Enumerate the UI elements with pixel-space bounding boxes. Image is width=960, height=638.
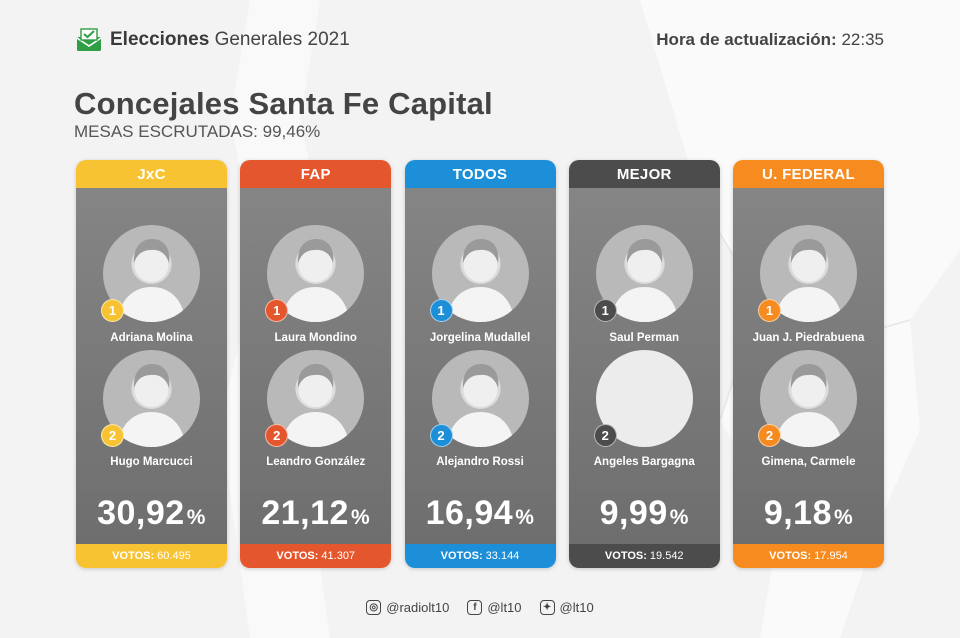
facebook-icon: f <box>467 600 483 615</box>
party-name: U. FEDERAL <box>733 160 884 188</box>
percentage-sign: % <box>669 506 689 529</box>
votes-footer: VOTOS: 19.542 <box>568 544 720 568</box>
card-body: 1 Saul Perman 2 Angeles Bargagna 9,99% <box>568 188 720 544</box>
vote-percentage: 30,92% <box>76 494 227 533</box>
social-handle: @radiolt10 <box>386 600 450 615</box>
candidate-rank-badge: 1 <box>429 299 453 322</box>
candidate-photo <box>431 350 529 447</box>
card-body: 1 Laura Mondino 2 Leandro González 21,12% <box>240 188 392 544</box>
update-value: 22:35 <box>841 30 884 49</box>
vote-percentage: 21,12% <box>240 494 391 533</box>
votes-label: VOTOS: <box>276 550 319 562</box>
votes-label: VOTOS: <box>440 550 483 562</box>
candidate-rank-badge: 1 <box>265 299 289 322</box>
votes-footer: VOTOS: 17.954 <box>733 544 884 568</box>
votes-label: VOTOS: <box>112 550 155 562</box>
social-link[interactable]: ◎ @radiolt10 <box>366 600 449 615</box>
brand-bold: Elecciones <box>110 29 210 50</box>
ballot-envelope-icon <box>76 28 102 51</box>
candidate-name: Juan J. Piedrabuena <box>752 332 865 344</box>
party-card: U. FEDERAL 1 Juan J. Piedrabuena 2 Gimena, C… <box>733 160 884 568</box>
party-name: FAP <box>240 160 392 188</box>
card-body: 1 Jorgelina Mudallel 2 Alejandro Rossi 16,94… <box>404 188 556 544</box>
candidate-rank-badge: 2 <box>758 424 781 447</box>
percentage-sign: % <box>350 506 371 529</box>
candidate-rank-badge: 2 <box>429 424 453 447</box>
party-name: JxC <box>76 160 227 188</box>
candidate-rank-badge: 1 <box>758 299 781 322</box>
party-card: TODOS 1 Jorgelina Mudallel 2 Alejandro Rossi… <box>404 160 556 568</box>
social-handle: @lt10 <box>487 600 522 615</box>
brand-rest: Generales 2021 <box>214 29 350 50</box>
candidate-name: Adriana Molina <box>110 332 193 344</box>
votes-count: 41.307 <box>321 550 356 562</box>
percentage-value: 21,12 <box>261 494 349 532</box>
candidate-name: Hugo Marcucci <box>110 456 193 468</box>
page-subtitle: MESAS ESCRUTADAS: 99,46% <box>74 122 321 141</box>
votes-footer: VOTOS: 60.495 <box>76 544 227 568</box>
percentage-value: 30,92 <box>97 494 185 532</box>
votes-footer: VOTOS: 41.307 <box>240 544 392 568</box>
votes-count: 17.954 <box>814 550 848 562</box>
card-body: 1 Juan J. Piedrabuena 2 Gimena, Carmele 9,18… <box>733 188 884 544</box>
candidate-photo <box>103 225 200 322</box>
votes-count: 33.144 <box>485 550 520 562</box>
candidate-name: Angeles Bargagna <box>593 456 695 468</box>
party-card: MEJOR 1 Saul Perman 2 Angeles Bargagna 9,99% V… <box>568 160 720 568</box>
candidate-rank-badge: 2 <box>101 424 124 447</box>
candidate-rank-badge: 2 <box>593 424 617 447</box>
page-title: Concejales Santa Fe Capital <box>74 86 493 121</box>
percentage-sign: % <box>834 506 854 529</box>
percentage-value: 9,18 <box>763 494 832 532</box>
candidate-name: Jorgelina Mudallel <box>429 332 531 344</box>
candidate-name: Alejandro Rossi <box>436 456 524 468</box>
votes-label: VOTOS: <box>769 550 812 562</box>
candidate-name: Leandro González <box>266 456 366 468</box>
social-handle: @lt10 <box>559 600 594 615</box>
votes-footer: VOTOS: 33.144 <box>404 544 556 568</box>
vote-percentage: 9,18% <box>733 494 884 533</box>
header: Elecciones Generales 2021 Hora de actual… <box>76 18 884 62</box>
party-cards: JxC 1 Adriana Molina 2 Hugo Marcucci 30,92% VO… <box>76 160 884 568</box>
social-bar: ◎ @radiolt10 f @lt10 ✦ @lt10 <box>0 600 960 615</box>
card-body: 1 Adriana Molina 2 Hugo Marcucci 30,92% <box>76 188 227 544</box>
update-time: Hora de actualización: 22:35 <box>656 30 884 50</box>
social-link[interactable]: f @lt10 <box>467 600 522 615</box>
update-label: Hora de actualización: <box>656 30 837 49</box>
candidate-rank-badge: 1 <box>101 299 124 322</box>
candidate-name: Laura Mondino <box>274 332 357 344</box>
percentage-sign: % <box>515 506 535 529</box>
percentage-value: 16,94 <box>425 494 514 532</box>
candidate-name: Gimena, Carmele <box>761 456 856 468</box>
percentage-sign: % <box>186 506 206 529</box>
votes-label: VOTOS: <box>604 550 647 562</box>
twitter-icon: ✦ <box>539 600 555 615</box>
candidate-rank-badge: 2 <box>265 424 289 447</box>
percentage-value: 9,99 <box>599 494 668 532</box>
votes-count: 19.542 <box>649 550 684 562</box>
instagram-icon: ◎ <box>366 600 382 615</box>
candidate-rank-badge: 1 <box>593 299 617 322</box>
candidate-name: Saul Perman <box>609 332 680 344</box>
social-link[interactable]: ✦ @lt10 <box>539 600 594 615</box>
party-card: JxC 1 Adriana Molina 2 Hugo Marcucci 30,92% VO… <box>76 160 227 568</box>
vote-percentage: 9,99% <box>569 494 720 533</box>
brand: Elecciones Generales 2021 <box>76 28 350 52</box>
party-name: MEJOR <box>568 160 720 188</box>
party-name: TODOS <box>404 160 556 188</box>
party-card: FAP 1 Laura Mondino 2 Leandro González 21,12%… <box>240 160 392 568</box>
vote-percentage: 16,94% <box>405 494 556 533</box>
votes-count: 60.495 <box>157 550 191 562</box>
